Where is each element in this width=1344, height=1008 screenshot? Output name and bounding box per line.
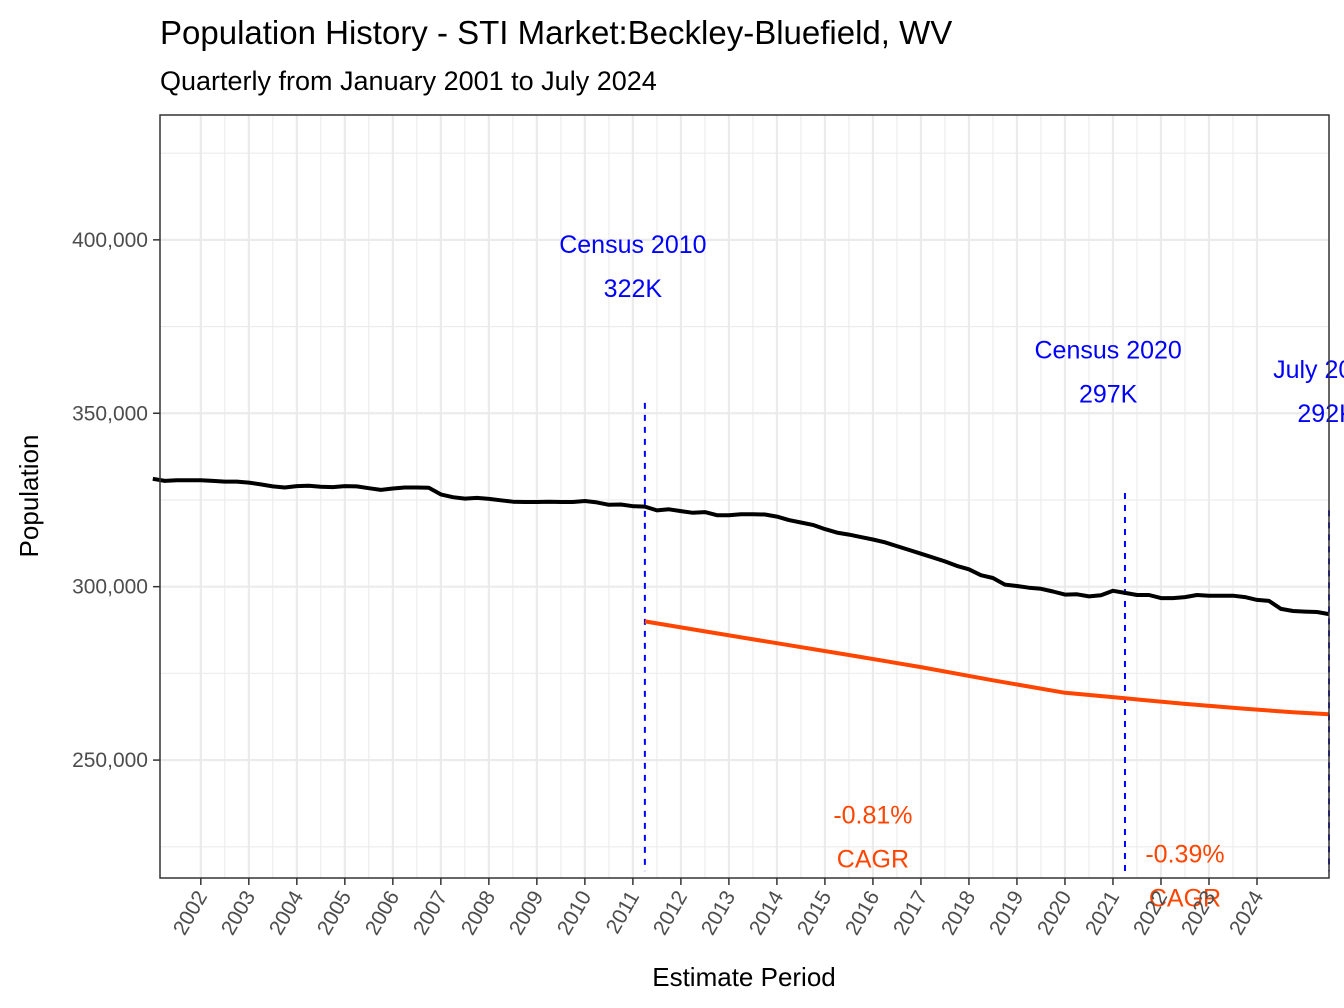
x-tick-label: 2015	[793, 887, 836, 939]
x-tick-label: 2010	[553, 887, 596, 939]
x-tick-label: 2008	[457, 887, 500, 939]
cagr-2010-2020-label: -0.81%	[833, 801, 912, 829]
x-tick-label: 2016	[841, 887, 884, 939]
x-tick-label: 2019	[985, 887, 1028, 939]
july-2024-value: 292K	[1297, 400, 1344, 428]
x-axis: 2002 2003 2004 2005 2006 2007 2008 2009 2010 2011…	[169, 878, 1268, 939]
cagr-trend-line	[644, 619, 1330, 717]
x-tick-label: 2009	[505, 887, 548, 939]
july-2024-label: July 2024	[1273, 356, 1344, 384]
x-tick-label: 2006	[361, 887, 404, 939]
cagr-2010-2020-value: CAGR	[837, 845, 909, 873]
population-line	[152, 476, 1330, 617]
x-tick-label: 2021	[1081, 887, 1124, 939]
annotations: Census 2010 322K Census 2020 297K July 2024 2…	[559, 231, 1344, 913]
x-tick-label: 2004	[265, 887, 308, 939]
x-tick-label: 2014	[745, 887, 788, 939]
y-tick-label: 250,000	[72, 749, 148, 772]
data-series	[152, 476, 1330, 717]
census-2010-label: Census 2010	[559, 231, 706, 259]
y-tick-label: 350,000	[72, 402, 148, 425]
y-tick-label: 400,000	[72, 229, 148, 252]
chart-subtitle: Quarterly from January 2001 to July 2024	[160, 66, 657, 96]
x-tick-label: 2007	[409, 887, 452, 939]
x-tick-label: 2003	[217, 887, 260, 939]
x-tick-label: 2012	[649, 887, 692, 939]
census-2020-value: 297K	[1079, 381, 1138, 409]
x-tick-label: 2013	[697, 887, 740, 939]
cagr-2020-2024-value: CAGR	[1149, 885, 1221, 913]
x-tick-label: 2011	[602, 887, 645, 938]
x-tick-label: 2002	[169, 887, 212, 939]
census-2020-label: Census 2020	[1034, 337, 1181, 365]
panel-border	[159, 114, 1330, 879]
x-tick-label: 2020	[1033, 887, 1076, 939]
x-tick-label: 2022	[1129, 887, 1172, 939]
x-tick-label: 2018	[937, 887, 980, 939]
chart-title: Population History - STI Market:Beckley-…	[160, 14, 952, 51]
x-axis-label: Estimate Period	[652, 962, 836, 992]
y-axis-label: Population	[14, 435, 44, 558]
x-tick-label: 2017	[889, 887, 932, 939]
x-tick-label: 2005	[313, 887, 356, 939]
y-axis: 250,000 300,000 350,000 400,000	[72, 229, 160, 772]
census-2010-value: 322K	[604, 275, 663, 303]
grid-lines	[160, 115, 1329, 878]
y-tick-label: 300,000	[72, 576, 148, 599]
cagr-2020-2024-label: -0.39%	[1145, 841, 1224, 869]
x-tick-label: 2024	[1225, 887, 1268, 939]
